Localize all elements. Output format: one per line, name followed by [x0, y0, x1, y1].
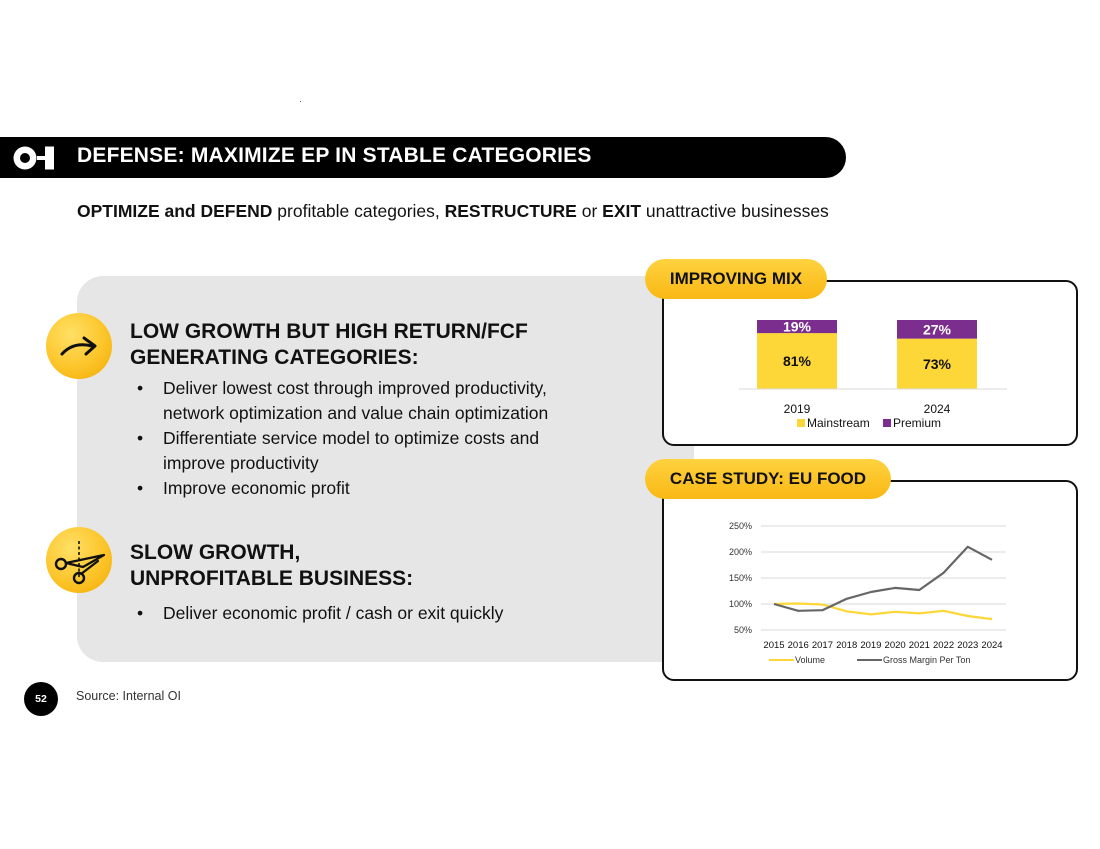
section1-bullets: Deliver lowest cost through improved pro… [137, 376, 548, 501]
scissors-icon [46, 527, 112, 593]
list-item: Deliver economic profit / cash or exit q… [137, 601, 503, 626]
y-tick-label: 200% [729, 547, 752, 557]
page-title: DEFENSE: MAXIMIZE EP IN STABLE CATEGORIE… [77, 144, 592, 167]
bar-label: 73% [923, 356, 952, 372]
subtitle-part: profitable categories, [272, 201, 445, 221]
subtitle-part: or [576, 201, 603, 221]
improving-mix-label: IMPROVING MIX [645, 259, 827, 299]
y-tick-label: 150% [729, 573, 752, 583]
y-tick-label: 50% [734, 625, 752, 635]
x-tick-label: 2015 [763, 640, 784, 651]
case-study-box: 50% 100% 150% 200% 250% 2015 2016 2017 2018 2019… [662, 480, 1078, 681]
subtitle-part: OPTIMIZE and DEFEND [77, 201, 273, 221]
list-item: Differentiate service model to optimize … [137, 426, 548, 476]
oi-logo-icon [13, 146, 54, 170]
source-note: Source: Internal OI [76, 689, 181, 703]
section2-title-line: UNPROFITABLE BUSINESS: [130, 567, 414, 590]
x-tick-label: 2024 [981, 640, 1002, 651]
x-tick-label: 2023 [957, 640, 978, 651]
mix-chart: 81% 19% 73% 27% 2019 2024 Mainstream Premium [739, 319, 1007, 430]
section1-title-line: GENERATING CATEGORIES: [130, 346, 419, 369]
section2-title: SLOW GROWTH, UNPROFITABLE BUSINESS: [130, 540, 413, 592]
series-line-gross-margin [773, 545, 993, 612]
x-tick-label: 2024 [924, 402, 951, 416]
subtitle-part: EXIT [602, 201, 642, 221]
legend-swatch [797, 419, 805, 427]
section1-title-line: LOW GROWTH BUT HIGH RETURN/FCF [130, 320, 528, 343]
case-study-chart: 50% 100% 150% 200% 250% 2015 2016 2017 2018 2019… [729, 521, 1006, 665]
bar-mainstream-2019 [757, 333, 837, 389]
subtitle-part: RESTRUCTURE [444, 201, 577, 221]
improving-mix-box: 81% 19% 73% 27% 2019 2024 Mainstream Premium [662, 280, 1078, 446]
legend-entry: Volume [795, 655, 825, 665]
bar-label: 19% [783, 319, 812, 335]
y-tick-label: 250% [729, 521, 752, 531]
list-item: Deliver lowest cost through improved pro… [137, 376, 548, 426]
bar-label: 81% [783, 353, 812, 369]
legend-entry: Gross Margin Per Ton [883, 655, 970, 665]
bar-mainstream-2024 [897, 338, 977, 389]
header-bar: DEFENSE: MAXIMIZE EP IN STABLE CATEGORIE… [0, 137, 846, 178]
x-tick-label: 2021 [909, 640, 930, 651]
x-tick-label: 2022 [933, 640, 954, 651]
legend-swatch [883, 419, 891, 427]
x-tick-label: 2017 [812, 640, 833, 651]
x-tick-label: 2018 [836, 640, 857, 651]
stray-dot [300, 101, 301, 102]
x-tick-label: 2019 [784, 402, 811, 416]
case-study-label: CASE STUDY: EU FOOD [645, 459, 891, 499]
trend-arrow-icon [46, 313, 112, 379]
bar-premium-2024 [897, 320, 977, 339]
legend-entry: Premium [893, 416, 941, 430]
x-tick-label: 2019 [860, 640, 881, 651]
section2-title-line: SLOW GROWTH, [130, 541, 301, 564]
series-line-volume [773, 602, 993, 621]
section1-title: LOW GROWTH BUT HIGH RETURN/FCF GENERATIN… [130, 319, 528, 371]
bar-label: 27% [923, 321, 952, 337]
section2-bullets: Deliver economic profit / cash or exit q… [137, 601, 503, 626]
bar-premium-2019 [757, 320, 837, 334]
subtitle: OPTIMIZE and DEFEND profitable categorie… [77, 201, 829, 222]
x-tick-label: 2020 [885, 640, 906, 651]
page-number: 52 [24, 682, 58, 716]
subtitle-part: unattractive businesses [641, 201, 829, 221]
legend-entry: Mainstream [807, 416, 870, 430]
y-tick-label: 100% [729, 599, 752, 609]
x-tick-label: 2016 [788, 640, 809, 651]
list-item: Improve economic profit [137, 476, 548, 501]
